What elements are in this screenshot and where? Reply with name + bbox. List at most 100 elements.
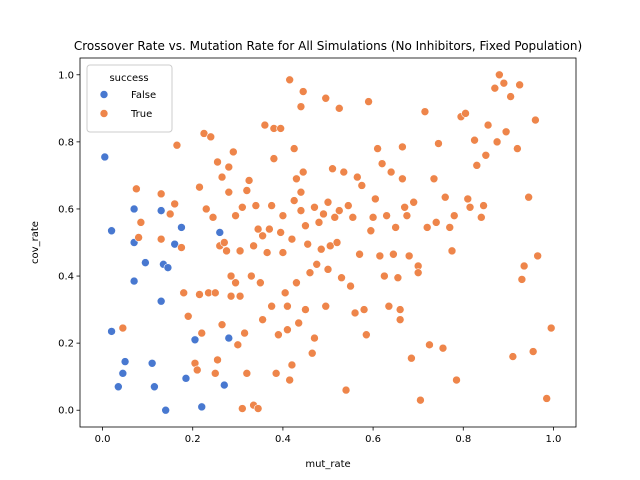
data-point-true <box>296 102 306 111</box>
data-point-true <box>501 127 511 137</box>
data-point-true <box>289 144 299 153</box>
data-point-true <box>328 164 337 173</box>
y-tick-label: 0.4 <box>58 272 74 283</box>
data-point-true <box>334 206 344 215</box>
data-point-true <box>465 202 475 212</box>
legend-marker <box>99 109 109 118</box>
data-point-true <box>481 150 491 160</box>
data-point-false <box>100 152 110 162</box>
data-point-false <box>147 358 157 368</box>
data-point-true <box>213 355 222 365</box>
data-point-true <box>402 211 412 220</box>
data-point-true <box>477 213 486 222</box>
data-point-true <box>346 281 355 291</box>
data-point-false <box>181 374 191 383</box>
legend-entry-label: False <box>131 90 156 101</box>
data-point-false <box>156 296 166 306</box>
x-tick-label: 0.4 <box>275 434 291 445</box>
data-point-true <box>224 162 234 172</box>
plot-area <box>79 57 577 428</box>
legend-items: False True <box>99 90 156 120</box>
data-point-true <box>201 204 211 214</box>
data-point-true <box>192 365 202 375</box>
legend: success False True <box>86 64 173 133</box>
data-point-true <box>319 209 328 219</box>
data-point-true <box>249 241 258 251</box>
data-point-true <box>413 268 423 277</box>
data-point-true <box>179 288 189 298</box>
data-point-true <box>253 404 263 413</box>
data-point-true <box>395 315 405 324</box>
data-point-true <box>416 395 425 405</box>
data-point-true <box>447 246 457 256</box>
data-point-true <box>373 144 382 153</box>
data-point-true <box>240 328 249 338</box>
data-point-true <box>262 248 272 257</box>
x-tick-label: 1.0 <box>546 434 562 445</box>
data-point-true <box>229 147 238 157</box>
legend-marker <box>99 90 109 99</box>
data-point-true <box>463 194 473 204</box>
data-point-true <box>389 249 398 259</box>
data-point-true <box>316 244 326 254</box>
x-tick-label: 0.2 <box>185 434 201 445</box>
data-point-true <box>495 70 504 80</box>
data-point-true <box>247 271 256 281</box>
data-point-true <box>531 115 540 125</box>
data-point-true <box>296 206 306 215</box>
data-point-true <box>235 246 245 256</box>
data-point-true <box>267 301 276 311</box>
data-point-false <box>190 335 200 345</box>
y-axis-ticks: 0.0 0.2 0.4 0.6 0.8 1.0 <box>58 70 80 417</box>
y-axis-label: cov_rate <box>30 221 41 264</box>
data-point-true <box>294 318 303 328</box>
data-point-true <box>134 233 143 242</box>
data-point-false <box>219 380 229 390</box>
data-point-true <box>384 301 394 311</box>
data-point-true <box>386 167 396 177</box>
data-point-true <box>409 197 418 207</box>
data-point-true <box>393 273 403 283</box>
data-point-true <box>292 174 301 184</box>
points-layer <box>100 70 556 415</box>
data-point-false <box>177 223 186 232</box>
data-point-true <box>400 202 409 212</box>
data-point-false <box>118 369 128 378</box>
data-point-true <box>334 104 344 113</box>
y-tick-label: 0.0 <box>58 406 74 417</box>
legend-entry-label: True <box>130 109 152 120</box>
data-point-true <box>431 218 441 227</box>
y-tick-label: 1.0 <box>58 70 74 81</box>
data-point-false <box>215 228 225 237</box>
data-point-true <box>177 243 186 252</box>
data-point-true <box>422 223 432 232</box>
data-point-true <box>371 194 380 204</box>
data-point-true <box>375 251 385 261</box>
data-point-true <box>323 265 333 274</box>
data-point-true <box>305 268 315 277</box>
data-point-true <box>310 202 319 212</box>
data-point-true <box>366 226 376 236</box>
data-point-true <box>395 305 405 314</box>
data-point-true <box>278 211 288 220</box>
data-point-false <box>114 382 123 392</box>
data-point-true <box>226 291 236 301</box>
data-point-true <box>312 260 322 269</box>
data-point-true <box>156 189 166 199</box>
data-point-true <box>217 320 227 329</box>
data-point-true <box>440 192 450 202</box>
data-point-true <box>425 340 434 350</box>
data-point-true <box>118 323 128 333</box>
data-point-false <box>107 226 116 236</box>
data-point-true <box>445 223 455 232</box>
data-point-true <box>271 369 281 378</box>
data-point-true <box>219 238 229 247</box>
data-point-true <box>472 161 482 170</box>
data-point-false <box>141 258 150 267</box>
data-point-true <box>244 176 254 185</box>
data-point-true <box>301 221 310 231</box>
data-point-false <box>170 239 179 249</box>
legend-box <box>86 64 173 133</box>
data-point-true <box>330 213 340 222</box>
chart-title: Crossover Rate vs. Mutation Rate for All… <box>74 39 582 53</box>
